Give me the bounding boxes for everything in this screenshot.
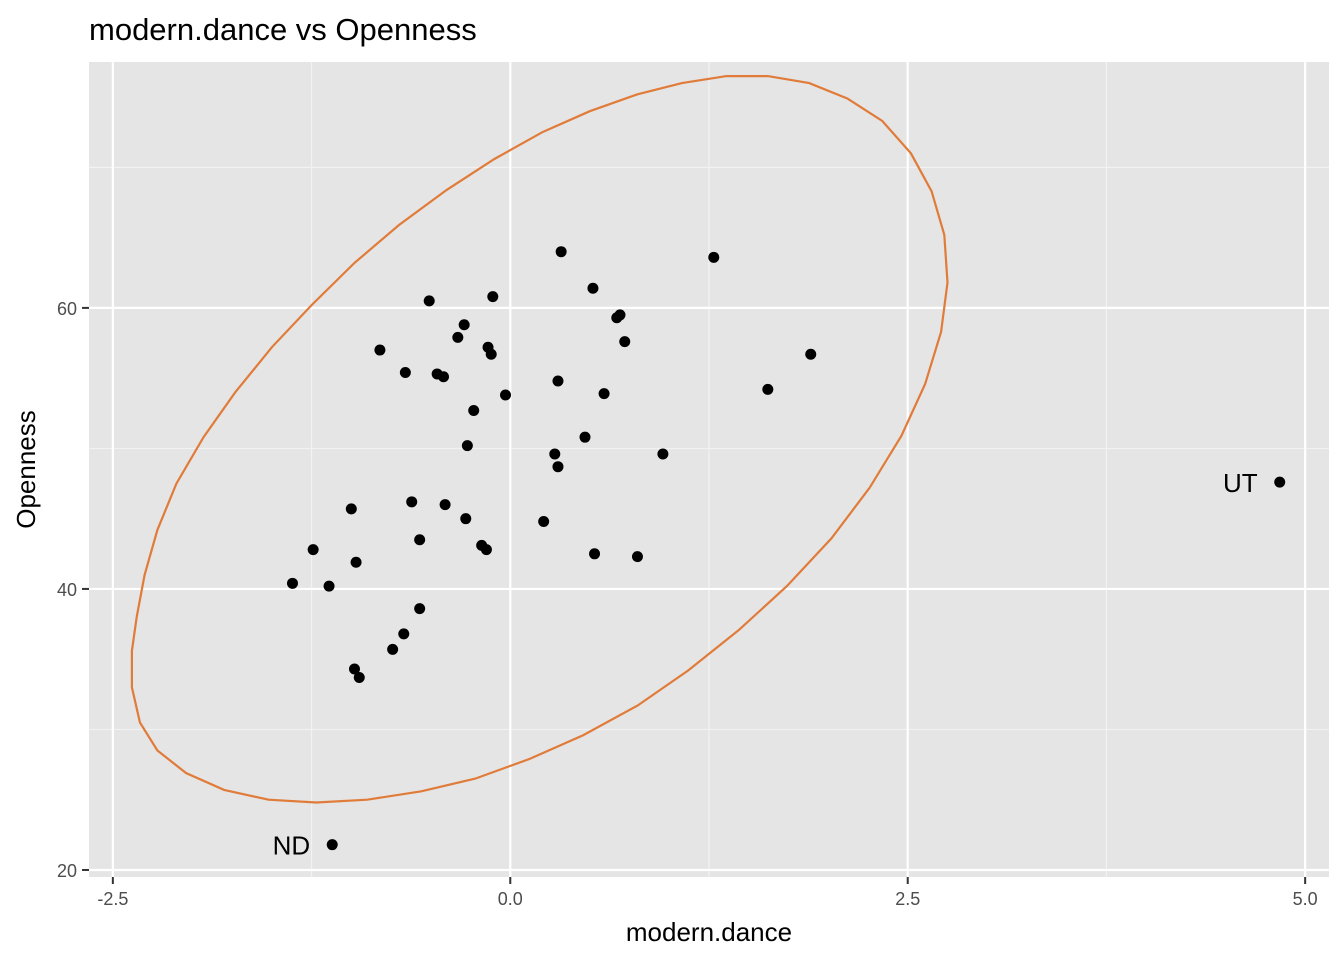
x-axis-title: modern.dance (626, 917, 792, 947)
data-point (307, 544, 319, 556)
data-point (468, 404, 480, 416)
data-point (611, 312, 623, 324)
data-point (485, 348, 497, 360)
data-point (598, 388, 610, 400)
data-point (1274, 476, 1286, 488)
data-point (423, 295, 435, 307)
data-point (589, 548, 601, 560)
data-point (657, 448, 669, 460)
data-point (399, 367, 411, 379)
data-point (708, 251, 720, 263)
data-point (460, 513, 472, 525)
data-point (461, 440, 473, 452)
data-point (350, 556, 362, 568)
data-point (439, 499, 451, 511)
y-tick-label: 20 (57, 861, 77, 881)
data-point (406, 496, 418, 508)
y-tick-label: 40 (57, 580, 77, 600)
data-point (374, 344, 386, 356)
data-point (387, 643, 399, 655)
major-gridlines (89, 62, 1329, 877)
data-point (398, 628, 410, 640)
confidence-ellipse (130, 74, 949, 804)
data-point (552, 375, 564, 387)
data-point (805, 348, 817, 360)
y-axis: 20 40 60 (57, 299, 89, 881)
data-point (353, 671, 365, 683)
data-point (458, 319, 470, 331)
x-tick-label: 0.0 (498, 889, 523, 909)
data-point (345, 503, 357, 515)
y-axis-title: Openness (11, 410, 41, 529)
data-point (326, 839, 338, 851)
data-point (323, 580, 335, 592)
x-tick-label: 5.0 (1293, 889, 1318, 909)
data-point (549, 448, 561, 460)
data-point (552, 461, 564, 473)
x-tick-label: -2.5 (97, 889, 128, 909)
data-points (286, 246, 1286, 851)
data-point (587, 282, 599, 294)
data-point (414, 534, 426, 546)
data-point (762, 383, 774, 395)
data-point (555, 246, 567, 258)
x-tick-label: 2.5 (895, 889, 920, 909)
data-point (500, 389, 512, 401)
chart-title: modern.dance vs Openness (89, 12, 477, 47)
data-point (487, 291, 499, 303)
data-point (538, 515, 550, 527)
data-point (286, 577, 298, 589)
data-point (414, 603, 426, 615)
confidence-ellipse-layer (130, 74, 949, 804)
data-point (348, 663, 360, 675)
data-point (438, 371, 450, 383)
point-labels: UT ND (273, 468, 1258, 861)
data-point (452, 331, 464, 343)
y-tick-label: 60 (57, 299, 77, 319)
data-point (631, 551, 643, 563)
data-point (619, 336, 631, 348)
point-label-ut: UT (1223, 468, 1258, 498)
data-point (480, 544, 492, 556)
x-axis: -2.5 0.0 2.5 5.0 (97, 877, 1318, 909)
data-point (579, 431, 591, 443)
point-label-nd: ND (273, 831, 311, 861)
minor-gridlines (89, 62, 1329, 877)
